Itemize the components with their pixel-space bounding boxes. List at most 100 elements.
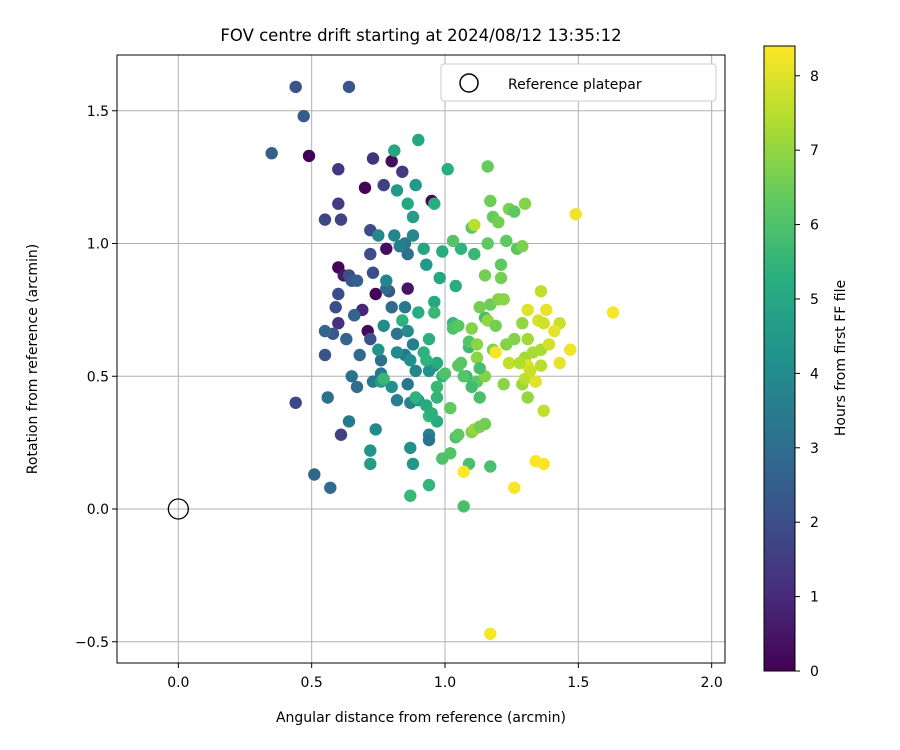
colorbar: 0 1 2 3 4 5 6 7 8 Hours from first FF file xyxy=(763,45,849,680)
data-point xyxy=(369,423,382,436)
data-point xyxy=(409,178,422,192)
data-point xyxy=(540,303,553,317)
data-point xyxy=(364,332,377,346)
colorbar-tick-label: 6 xyxy=(810,218,819,234)
data-point xyxy=(409,364,422,378)
data-point xyxy=(508,481,521,494)
data-point xyxy=(444,401,457,415)
data-point xyxy=(478,269,492,282)
data-point xyxy=(521,303,534,317)
data-point xyxy=(396,165,409,178)
legend-box xyxy=(440,63,717,102)
data-point xyxy=(297,109,310,123)
data-point xyxy=(441,163,454,176)
colorbar-ticks: 0 1 2 3 4 5 6 7 8 xyxy=(795,69,819,680)
data-point xyxy=(465,322,478,335)
data-point xyxy=(364,457,377,471)
data-point xyxy=(318,324,332,338)
data-point xyxy=(473,301,486,314)
data-point xyxy=(422,478,436,492)
data-point xyxy=(374,354,388,367)
data-point xyxy=(494,271,508,285)
data-point xyxy=(401,247,414,261)
data-point xyxy=(465,380,478,394)
data-point xyxy=(390,327,404,340)
data-point xyxy=(446,234,460,248)
chart-title: FOV centre drift starting at 2024/08/12 … xyxy=(220,26,621,45)
data-point xyxy=(500,338,513,351)
data-point xyxy=(329,301,342,314)
data-point xyxy=(449,279,462,293)
data-point xyxy=(398,301,412,314)
data-point xyxy=(265,147,278,160)
data-point xyxy=(406,210,420,224)
data-point xyxy=(516,317,529,330)
data-point xyxy=(430,380,444,394)
data-point xyxy=(422,332,436,346)
data-point xyxy=(457,370,470,383)
data-point xyxy=(534,359,548,372)
data-point xyxy=(428,295,441,309)
data-point xyxy=(430,391,444,404)
data-point xyxy=(369,287,382,301)
data-point xyxy=(401,324,414,338)
data-point xyxy=(404,354,417,367)
data-point xyxy=(484,194,497,208)
data-point xyxy=(484,627,497,640)
data-point xyxy=(401,197,414,210)
data-points xyxy=(167,80,620,640)
data-point xyxy=(364,247,377,261)
reference-platepar-marker xyxy=(167,498,189,520)
data-point xyxy=(524,364,537,378)
colorbar-tick-label: 1 xyxy=(810,590,819,606)
data-point xyxy=(513,356,526,370)
data-point xyxy=(390,346,404,359)
data-point xyxy=(473,391,486,404)
data-point xyxy=(380,242,393,255)
data-point xyxy=(390,184,404,197)
data-point xyxy=(422,364,436,378)
y-tick-label: 1.0 xyxy=(87,237,109,253)
data-point xyxy=(393,240,406,253)
y-axis-label: Rotation from reference (arcmin) xyxy=(25,244,41,474)
x-tick-label: 1.5 xyxy=(567,675,589,691)
data-point xyxy=(457,465,470,478)
data-point xyxy=(406,457,420,471)
y-tick-label: 0.0 xyxy=(87,502,109,518)
data-point xyxy=(468,247,481,261)
data-point xyxy=(497,293,510,306)
data-point xyxy=(388,229,401,242)
colorbar-tick-label: 4 xyxy=(810,366,819,382)
data-point xyxy=(492,216,505,229)
data-point xyxy=(385,155,398,168)
x-tick-label: 2.0 xyxy=(701,675,723,691)
colorbar-tick-label: 0 xyxy=(810,664,819,680)
data-point xyxy=(433,271,446,285)
data-point xyxy=(302,149,316,163)
data-point xyxy=(473,362,486,375)
data-point xyxy=(404,441,417,455)
data-point xyxy=(430,356,444,370)
data-point xyxy=(388,144,401,157)
data-point xyxy=(289,80,302,94)
colorbar-tick-label: 2 xyxy=(810,515,819,531)
data-point xyxy=(334,428,348,441)
colorbar-label: Hours from first FF file xyxy=(833,280,849,436)
data-point xyxy=(502,356,516,370)
data-point xyxy=(412,133,425,147)
data-point xyxy=(518,197,532,210)
data-point xyxy=(332,317,345,330)
data-point xyxy=(332,287,345,301)
data-point xyxy=(470,338,484,351)
data-point xyxy=(606,306,620,319)
x-tick-label: 0.0 xyxy=(167,675,189,691)
data-point xyxy=(428,306,441,319)
data-point xyxy=(521,332,534,346)
data-point xyxy=(529,375,542,388)
data-point xyxy=(372,343,385,356)
data-point xyxy=(332,163,345,176)
data-point xyxy=(385,301,398,314)
data-point xyxy=(489,346,502,359)
data-point xyxy=(380,274,393,287)
